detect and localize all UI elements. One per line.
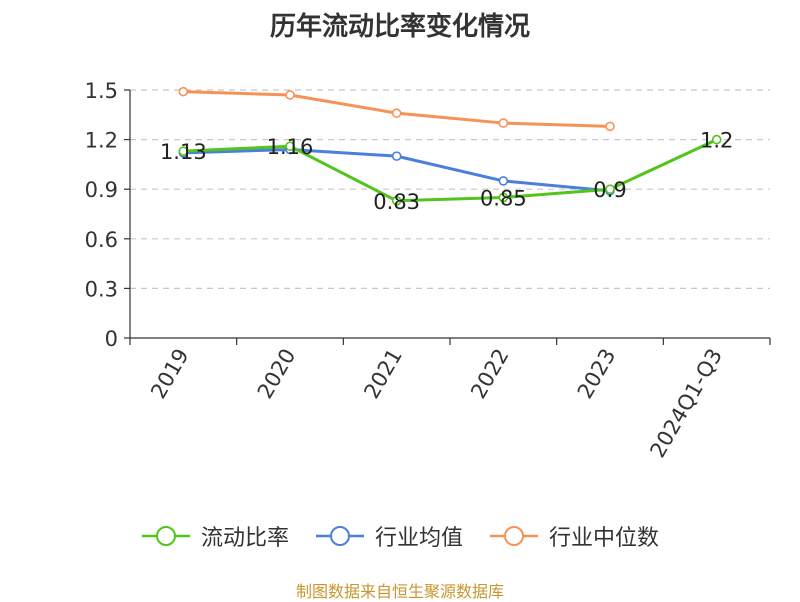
chart-title: 历年流动比率变化情况 xyxy=(269,12,530,42)
data-point xyxy=(178,86,189,97)
y-tick-label: 0.9 xyxy=(85,178,118,202)
data-point xyxy=(285,90,295,100)
data-point xyxy=(178,146,189,156)
y-tick-label: 1.2 xyxy=(85,129,118,153)
data-point xyxy=(605,121,615,132)
axes: 0 0.3 0.6 0.9 1.2 1.5 2019 2020 2021 2022 2023 2024… xyxy=(85,79,771,462)
data-label: 0.85 xyxy=(480,186,527,210)
data-point xyxy=(498,118,509,128)
source-note: 制图数据来自恒生聚源数据库 xyxy=(295,582,504,601)
data-point xyxy=(498,192,509,203)
legend-label: 流动比率 xyxy=(200,526,289,551)
data-label: 0.9 xyxy=(593,178,626,202)
y-tick-label: 0.6 xyxy=(85,228,118,252)
data-label: 1.16 xyxy=(267,135,314,159)
x-tick-label: 2021 xyxy=(359,345,407,403)
data-labels: 1.13 1.16 0.83 0.85 0.9 1.2 xyxy=(160,129,733,214)
legend-label: 行业均值 xyxy=(374,526,463,551)
x-tick-label: 2020 xyxy=(253,345,301,403)
legend-item: 流动比率 xyxy=(141,520,289,552)
x-tick-label: 2022 xyxy=(466,345,514,403)
x-tick-label: 2023 xyxy=(573,345,621,403)
data-point xyxy=(498,176,509,186)
legend-item: 行业中位数 xyxy=(489,520,659,552)
data-point xyxy=(391,108,402,118)
data-point xyxy=(711,134,722,145)
series-line xyxy=(183,138,718,203)
legend-marker-icon xyxy=(315,526,364,546)
y-tick-label: 0 xyxy=(105,327,118,351)
series-lines xyxy=(178,86,722,206)
data-point xyxy=(605,184,615,194)
legend-label: 行业中位数 xyxy=(549,526,660,551)
data-point xyxy=(285,141,295,152)
grid-lines xyxy=(130,89,770,289)
y-tick-label: 1.5 xyxy=(85,79,118,103)
legend-item: 行业均值 xyxy=(315,520,463,552)
data-label: 1.2 xyxy=(700,129,733,153)
data-point xyxy=(391,151,402,161)
data-point xyxy=(391,195,402,206)
legend-marker-icon xyxy=(141,526,190,546)
data-label: 1.13 xyxy=(160,140,207,164)
x-tick-label: 2019 xyxy=(146,345,194,403)
data-label: 0.83 xyxy=(373,190,420,214)
legend: 流动比率 行业均值 行业中位数 xyxy=(0,520,800,552)
legend-marker-icon xyxy=(490,526,538,546)
y-tick-label: 0.3 xyxy=(85,277,118,301)
x-tick-label: 2024Q1-Q3 xyxy=(645,345,727,462)
